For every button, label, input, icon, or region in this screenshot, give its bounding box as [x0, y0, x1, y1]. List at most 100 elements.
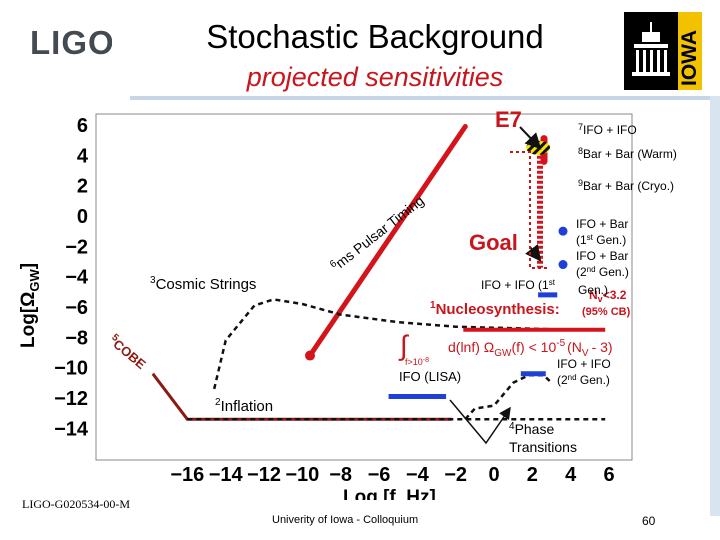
y-tick-label: 0 — [77, 206, 88, 228]
ifo-bar-2nd-label: IFO + Bar — [576, 249, 628, 263]
point-ifo-bar-1st-gen — [558, 226, 568, 236]
ifo-ifo-2nd-close: Gen.) — [577, 373, 610, 387]
ifo-bar-2nd-sup: nd — [587, 265, 596, 274]
x-tick-label: −4 — [406, 464, 430, 486]
ifo-bar-1st-open: (1 — [576, 233, 587, 247]
inflation-sup: 2 — [215, 397, 221, 408]
y-tick-label: 4 — [77, 145, 89, 167]
integral-rhs-exp: -5 — [556, 338, 565, 349]
cobe-label: 5COBE — [106, 332, 150, 372]
footer-venue: Univerity of Iowa - Colloquium — [272, 514, 419, 526]
legend-ifo-ifo-text: IFO + IFO — [583, 123, 637, 137]
phase-label: 4Phase — [509, 421, 554, 437]
nv-cl-label: (95% CB) — [582, 306, 631, 318]
nv-limit-sub: v — [598, 294, 603, 304]
integral-expr: d(lnf) Ω — [448, 339, 494, 355]
x-tick-label: −2 — [444, 464, 467, 486]
ifo-bar-1st-label: IFO + Bar — [576, 217, 628, 231]
integral-lower-text: f>10 — [405, 357, 423, 367]
y-tick-label: 2 — [77, 176, 88, 198]
goal-arrow — [525, 244, 542, 262]
legend-ifo-ifo: 7IFO + IFO — [578, 122, 637, 137]
x-axis: −16 −14 −12 −10 −8 −6 −4 −2 0 2 4 6 — [170, 464, 614, 486]
x-tick-label: −10 — [285, 464, 319, 486]
ligo-logo-text: LIGO — [30, 24, 112, 60]
ifo-bar-2nd-open: (2 — [576, 265, 587, 279]
y-axis: 6 4 2 0 −2 −4 −6 −8 −10 −12 −14 — [54, 115, 89, 440]
svg-text:5COBE: 5COBE — [106, 332, 150, 372]
ifo-ifo-1st-sup: st — [549, 278, 556, 287]
y-tick-label: −6 — [65, 297, 88, 319]
integral-end: - 3) — [592, 339, 613, 355]
pulsar-timing-text: ms Pulsar Timing — [332, 192, 426, 271]
x-tick-label: −8 — [329, 464, 352, 486]
cobe-text: COBE — [110, 336, 149, 372]
cosmic-strings-text: Cosmic Strings — [156, 276, 257, 293]
cosmic-strings-sup: 3 — [150, 275, 156, 286]
ifo-ifo-2nd-label: IFO + IFO — [557, 357, 611, 371]
ifo-ifo-1st-text: IFO + IFO (1 — [481, 278, 549, 292]
x-tick-label: −14 — [209, 464, 244, 486]
integral-nv: (N — [567, 339, 582, 355]
inflation-label: 2Inflation — [215, 397, 273, 415]
slide-subtitle: projected sensitivities — [246, 62, 504, 92]
y-tick-label: −12 — [54, 388, 88, 410]
integral-lower-exp: -8 — [423, 357, 429, 364]
ligo-logo: LIGO — [30, 24, 112, 60]
point-pulsar-timing-endpoint — [305, 350, 315, 361]
ifo-ifo-2nd-sup: nd — [568, 373, 577, 382]
iowa-logo-stripe — [678, 12, 702, 90]
ifo-bar-1st-sup: st — [587, 233, 594, 242]
page-number: 60 — [642, 514, 656, 528]
ifo-bar-2nd-gen: (2nd Gen.) — [576, 265, 629, 279]
legend-bar-warm-text: Bar + Bar (Warm) — [583, 147, 677, 161]
iowa-logo-text: IOWA — [678, 30, 701, 86]
inflation-text: Inflation — [221, 398, 274, 415]
svg-text:6ms Pulsar Timing: 6ms Pulsar Timing — [328, 192, 427, 274]
series-phase-transitions — [464, 374, 553, 421]
side-accent-bar — [710, 96, 720, 516]
legend-bar-warm: 8Bar + Bar (Warm) — [578, 146, 677, 161]
y-axis-label-end: ] — [18, 263, 39, 269]
integral-nv-sub: V — [582, 348, 589, 359]
x-tick-label: 6 — [603, 464, 614, 486]
ifo-ifo-1st-label: IFO + IFO (1st — [481, 278, 556, 292]
phase-text: Phase — [515, 421, 555, 437]
legend-bar-cryo-sup: 9 — [578, 178, 583, 188]
e7-bracket — [510, 151, 550, 269]
x-tick-label: −6 — [368, 464, 391, 486]
nv-limit-label: Nv<3.2 — [589, 288, 627, 304]
series-pulsar-timing — [307, 124, 468, 358]
legend-bar-warm-sup: 8 — [578, 146, 583, 156]
integral-expression: d(lnf) ΩGW(f) < 10-5 (NV - 3) — [448, 338, 613, 359]
nv-limit-value: <3.2 — [603, 288, 627, 302]
goal-label: Goal — [469, 230, 518, 255]
y-tick-label: −14 — [54, 418, 89, 440]
ifo-ifo-1st-gen: Gen.) — [578, 283, 608, 297]
integral-gw-sub: GW — [494, 348, 512, 359]
phase-arrow — [449, 399, 511, 445]
cosmic-strings-label: 3Cosmic Strings — [150, 275, 256, 293]
ifo-ifo-2nd-open: (2 — [557, 373, 568, 387]
x-tick-label: −16 — [170, 464, 204, 486]
ifo-bar-1st-close: Gen.) — [593, 233, 626, 247]
pulsar-timing-sup: 6 — [328, 258, 340, 270]
slide-title: Stochastic Background — [206, 18, 544, 55]
x-tick-label: 0 — [488, 464, 499, 486]
x-tick-label: 2 — [527, 464, 538, 486]
y-tick-label: −2 — [65, 236, 88, 258]
point-ifo-bar-2nd-gen — [558, 260, 568, 270]
y-axis-label-subscript: GW — [27, 268, 42, 291]
pulsar-timing-label: 6ms Pulsar Timing — [328, 192, 427, 274]
e7-label: E7 — [495, 107, 522, 132]
y-axis-label-main: Log[Ω — [18, 292, 39, 348]
nucleosynthesis-text: Nucleosynthesis: — [436, 301, 560, 318]
iowa-capitol-icon — [632, 22, 670, 76]
legend-bar-cryo-text: Bar + Bar (Cryo.) — [583, 179, 674, 193]
e7-arrow — [519, 126, 542, 150]
iowa-logo: IOWA — [624, 12, 702, 90]
phase-sup: 4 — [509, 421, 515, 432]
integral-rhs: (f) < 10 — [511, 339, 556, 355]
x-tick-label: −12 — [247, 464, 281, 486]
